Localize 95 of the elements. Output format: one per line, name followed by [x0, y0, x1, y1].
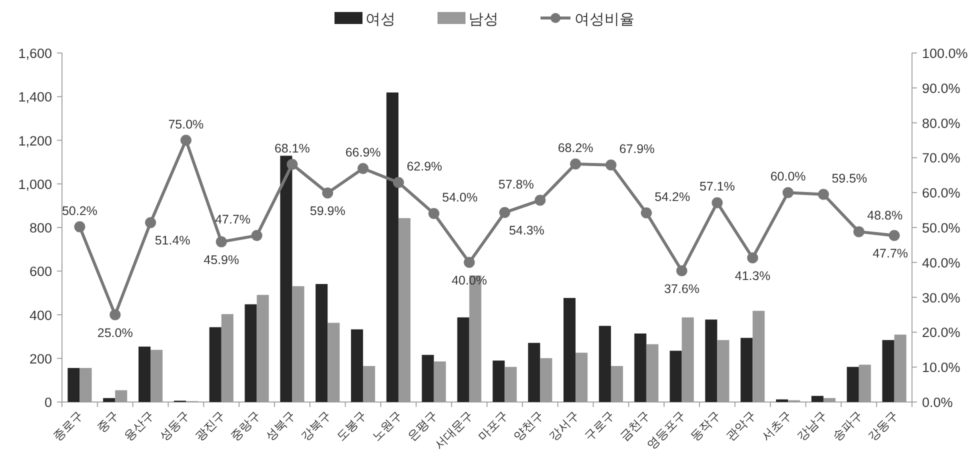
- x-tick-label: 중구: [94, 408, 122, 436]
- point: [464, 256, 475, 268]
- bar: [138, 346, 151, 402]
- bar: [598, 326, 611, 402]
- point: [110, 309, 121, 320]
- y2-tick-label: 10.0%: [922, 360, 960, 376]
- bar: [670, 350, 682, 402]
- bar: [103, 398, 116, 402]
- point: [322, 187, 334, 198]
- y-tick-label: 1,000: [18, 176, 52, 192]
- data-label: 47.7%: [872, 246, 908, 261]
- legend-label: 여성: [366, 11, 396, 28]
- bar: [386, 92, 398, 402]
- point: [216, 236, 227, 248]
- y2-tick-label: 80.0%: [922, 116, 960, 131]
- point: [640, 207, 652, 218]
- data-label: 37.6%: [664, 282, 700, 296]
- y-tick-label: 800: [29, 220, 52, 236]
- point: [818, 188, 829, 200]
- point: [428, 208, 440, 220]
- data-label: 57.8%: [498, 177, 534, 192]
- data-label: 60.0%: [770, 170, 806, 184]
- point: [180, 134, 192, 146]
- data-label: 75.0%: [168, 117, 204, 132]
- point: [888, 230, 900, 242]
- y-tick-label: 200: [29, 351, 52, 366]
- data-label: 51.4%: [154, 234, 190, 248]
- bar: [316, 284, 328, 402]
- bar: [457, 317, 470, 402]
- bar: [492, 360, 505, 402]
- data-label: 57.1%: [699, 180, 735, 194]
- y-tick-label: 0: [44, 395, 52, 410]
- legend-label: 여성비율: [574, 11, 634, 28]
- y2-tick-label: 30.0%: [922, 290, 960, 306]
- y2-tick-label: 50.0%: [922, 220, 960, 236]
- point: [676, 265, 688, 276]
- point: [534, 194, 546, 206]
- data-label: 40.0%: [452, 273, 488, 288]
- point: [251, 230, 262, 242]
- data-label: 62.9%: [406, 159, 442, 174]
- bar: [209, 327, 222, 402]
- data-label: 54.0%: [442, 190, 478, 205]
- y-tick-label: 1,600: [18, 46, 52, 61]
- point: [747, 252, 758, 264]
- bar: [280, 156, 292, 402]
- y2-tick-label: 70.0%: [922, 150, 960, 166]
- point: [286, 158, 298, 170]
- data-label: 48.8%: [867, 208, 903, 223]
- bar: [846, 366, 859, 402]
- point: [358, 163, 369, 174]
- data-label: 59.5%: [832, 171, 868, 186]
- point: [74, 221, 86, 232]
- bar: [422, 354, 434, 402]
- bar: [882, 340, 894, 402]
- bar: [68, 368, 80, 402]
- bar: [244, 304, 257, 402]
- y-tick-label: 1,400: [18, 90, 52, 105]
- point: [782, 187, 794, 198]
- legend-label: 남성: [468, 11, 498, 28]
- bar: [740, 338, 753, 402]
- bar: [351, 329, 364, 402]
- data-label: 25.0%: [97, 326, 133, 340]
- data-label: 54.2%: [654, 190, 690, 204]
- bar: [634, 334, 646, 402]
- data-label: 50.2%: [62, 204, 98, 218]
- y2-tick-label: 90.0%: [922, 80, 960, 96]
- y-tick-label: 1,200: [18, 133, 52, 148]
- y2-tick-label: 100.0%: [922, 46, 968, 61]
- point: [499, 206, 510, 218]
- point: [145, 217, 156, 228]
- point: [712, 197, 723, 208]
- bar: [776, 399, 788, 402]
- bar: [705, 320, 718, 402]
- data-label: 41.3%: [734, 268, 770, 283]
- bar: [811, 396, 824, 402]
- data-label: 59.9%: [310, 204, 346, 218]
- point: [853, 226, 864, 238]
- data-label: 54.3%: [508, 223, 544, 238]
- y2-tick-label: 0.0%: [922, 395, 953, 410]
- data-label: 47.7%: [215, 212, 251, 227]
- bar: [564, 298, 576, 402]
- data-label: 68.2%: [558, 140, 594, 155]
- data-label: 45.9%: [204, 252, 240, 267]
- point: [605, 160, 616, 171]
- data-label: 67.9%: [619, 142, 655, 156]
- point: [392, 176, 404, 188]
- y2-tick-label: 20.0%: [922, 325, 960, 340]
- bar: [528, 342, 540, 402]
- y2-tick-label: 60.0%: [922, 186, 960, 201]
- y2-tick-label: 40.0%: [922, 255, 960, 270]
- data-label: 66.9%: [345, 146, 381, 160]
- data-label: 68.1%: [274, 141, 310, 156]
- y-tick-label: 400: [29, 308, 52, 323]
- y-tick-label: 600: [29, 264, 52, 280]
- point: [570, 158, 582, 170]
